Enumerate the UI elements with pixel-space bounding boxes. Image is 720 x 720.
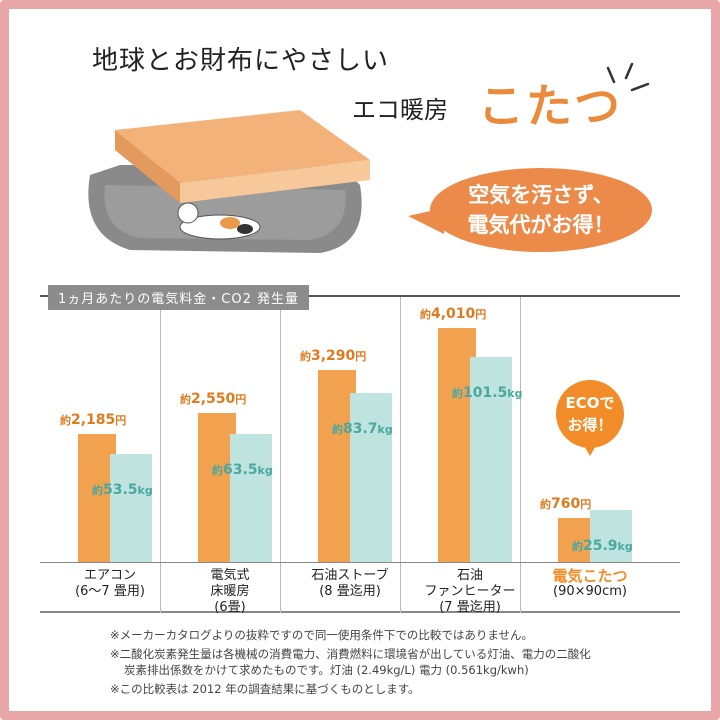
eco-badge-line1: ECOで	[565, 394, 615, 412]
divider	[520, 297, 521, 613]
bar-cost	[78, 434, 116, 562]
category-label: 電気式 床暖房 (6畳)	[210, 568, 250, 615]
headline-line2: エコ暖房	[352, 96, 448, 124]
co2-label: 約83.7kg	[332, 420, 393, 437]
bar-co2	[590, 509, 632, 562]
headline-kotatsu: こたつ	[478, 79, 622, 133]
cost-label: 約4,010円	[420, 306, 487, 322]
headline-line1: 地球とお財布にやさしい	[92, 46, 390, 76]
co2-label: 約53.5kg	[92, 481, 153, 498]
cost-label: 約3,290円	[300, 348, 367, 364]
bar-cost	[438, 328, 476, 562]
bar-cost	[318, 370, 356, 562]
category-label: 石油ストーブ (8 畳迄用)	[311, 568, 389, 599]
cost-label: 約2,550円	[180, 391, 247, 408]
co2-label: 約25.9kg	[572, 537, 633, 554]
footnote-line: ※二酸化炭素発生量は各機械の消費電力、消費燃料に環境省が出している灯油、電力の二…	[110, 647, 591, 661]
bar-cost	[558, 517, 596, 562]
bubble-line1: 空気を汚さず、	[468, 183, 614, 207]
cost-label: 約760円	[540, 495, 592, 512]
bubble-line2: 電気代がお得！	[467, 213, 615, 237]
bar-cost	[198, 413, 236, 562]
category-label: エアコン (6〜7 畳用)	[75, 568, 145, 599]
speech-bubble: 空気を汚さず、 電気代がお得！	[408, 168, 652, 252]
footnote: ※この比較表は 2012 年の調査結果に基づくものとします。	[110, 682, 420, 696]
bar-co2	[230, 433, 272, 562]
chart-title: 1ヵ月あたりの電気料金・CO2 発生量	[48, 285, 309, 310]
category-label: 電気こたつ (90×90cm)	[552, 567, 628, 599]
co2-label: 約63.5kg	[212, 461, 273, 478]
divider	[280, 297, 281, 613]
category-label: 石油 ファンヒーター (7 畳迄用)	[424, 568, 516, 615]
footnotes: ※メーカーカタログよりの抜粋ですので同一使用条件下での比較ではありません。 ※二…	[110, 627, 591, 700]
emphasis-lines-icon	[606, 62, 650, 92]
divider	[400, 297, 401, 613]
bar-co2	[110, 453, 152, 562]
divider	[160, 297, 161, 613]
kotatsu-cat-illustration	[88, 110, 370, 253]
eco-badge: ECOで お得！	[556, 380, 624, 456]
bar-co2	[470, 357, 512, 562]
chart-area	[40, 295, 680, 613]
eco-badge-line2: お得！	[567, 416, 613, 434]
footnote: ※メーカーカタログよりの抜粋ですので同一使用条件下での比較ではありません。	[110, 628, 534, 642]
footnote-line: 炭素排出係数をかけて求めたものです。灯油 (2.49kg/L) 電力 (0.56…	[124, 663, 529, 677]
chart-baseline	[40, 562, 680, 563]
footnote: ※二酸化炭素発生量は各機械の消費電力、消費燃料に環境省が出している灯油、電力の二…	[110, 646, 591, 678]
bar-co2	[350, 392, 392, 562]
co2-label: 約101.5kg	[452, 385, 523, 401]
cost-label: 約2,185円	[60, 412, 127, 429]
